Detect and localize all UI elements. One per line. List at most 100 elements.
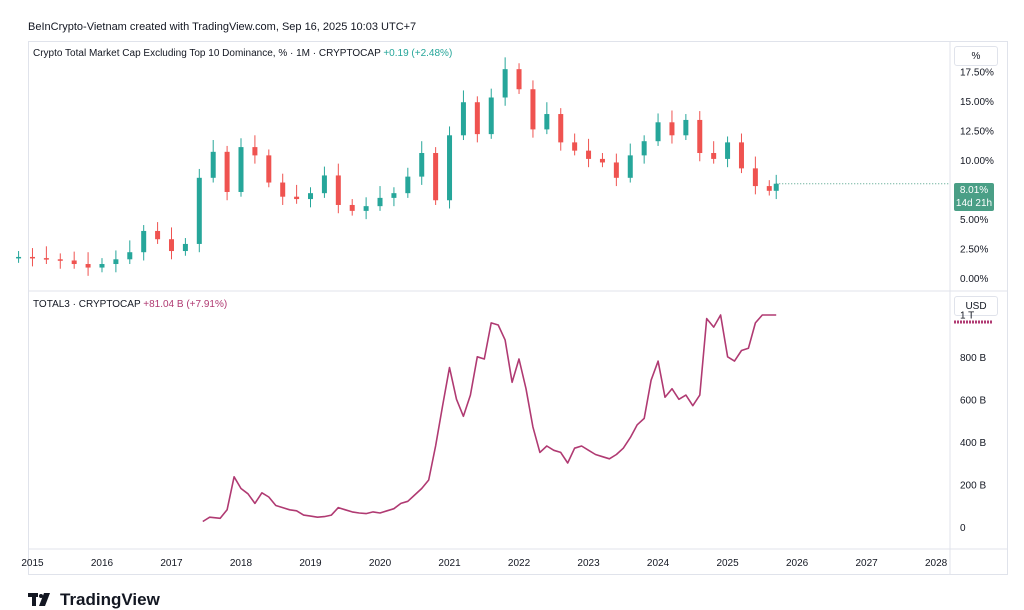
x-tick-label: 2017: [160, 558, 183, 569]
bar-countdown: 14d 21h: [955, 198, 993, 209]
candle-body: [405, 176, 411, 194]
lower-y-tick-label: 600 B: [960, 395, 986, 406]
candle-body: [502, 69, 508, 98]
x-tick-label: 2028: [925, 558, 948, 569]
lower-pane-title: TOTAL3 · CRYPTOCAP: [33, 299, 141, 310]
candle-body: [530, 89, 536, 130]
x-tick-label: 2020: [369, 558, 392, 569]
candle-body: [613, 162, 619, 178]
candle-body: [280, 182, 286, 197]
candle-body: [224, 151, 230, 192]
candle-body: [99, 264, 105, 268]
candle-body: [683, 119, 689, 136]
candle-body: [335, 175, 341, 205]
x-tick-label: 2025: [716, 558, 739, 569]
upper-y-tick-label: 10.00%: [960, 156, 994, 167]
candle-body: [196, 177, 202, 244]
upper-y-tick-label: 2.50%: [960, 245, 988, 256]
last-price-value: 8.01%: [959, 185, 989, 196]
candle-body: [572, 142, 578, 151]
candle-body: [252, 147, 258, 156]
candle-body: [725, 142, 731, 159]
candle-body: [655, 122, 661, 142]
x-tick-label: 2021: [438, 558, 461, 569]
lower-y-tick-label: 1 T: [960, 310, 974, 321]
candle-body: [669, 122, 675, 136]
candle-body: [419, 153, 425, 177]
upper-y-tick-label: 12.50%: [960, 127, 994, 138]
candle-body: [16, 256, 22, 259]
candle-body: [586, 150, 592, 159]
candle-body: [182, 243, 188, 252]
candle-body: [641, 141, 647, 156]
candle-body: [460, 102, 466, 136]
candle-body: [85, 264, 91, 268]
chart-attribution: BeInCrypto-Vietnam created with TradingV…: [28, 21, 417, 33]
upper-y-tick-label: 5.00%: [960, 215, 988, 226]
percent-scale-button[interactable]: %: [954, 46, 998, 66]
candle-body: [363, 206, 369, 211]
candle-body: [711, 153, 717, 159]
candle-body: [127, 252, 133, 260]
candle-body: [308, 193, 314, 200]
candle-body: [697, 119, 703, 154]
upper-y-tick-label: 17.50%: [960, 68, 994, 79]
x-tick-label: 2022: [508, 558, 531, 569]
lower-pane-legend[interactable]: TOTAL3 · CRYPTOCAP +81.04 B (+7.91%): [33, 299, 227, 310]
candle-body: [488, 97, 494, 135]
candle-body: [113, 259, 119, 265]
lower-pane-change: +81.04 B (+7.91%): [143, 299, 228, 310]
candle-body: [377, 197, 383, 207]
candle-body: [238, 147, 244, 192]
lower-y-tick-label: 400 B: [960, 438, 986, 449]
candle-body: [544, 114, 550, 130]
candle-body: [155, 230, 161, 240]
candle-body: [294, 196, 300, 200]
candle-body: [766, 186, 772, 191]
chart-frame: [28, 41, 1008, 575]
tradingview-watermark[interactable]: TradingView: [28, 590, 160, 610]
candle-body: [558, 114, 564, 143]
x-tick-label: 2015: [21, 558, 44, 569]
tradingview-wordmark: TradingView: [60, 590, 160, 609]
lower-y-tick-label: 800 B: [960, 353, 986, 364]
tradingview-logo-icon: [28, 593, 50, 606]
upper-pane-title: Crypto Total Market Cap Excluding Top 10…: [33, 48, 381, 59]
candle-body: [266, 155, 272, 183]
candle-body: [29, 256, 35, 259]
upper-pane-change: +0.19 (+2.48%): [383, 48, 453, 59]
candle-body: [773, 183, 779, 191]
candle-body: [474, 102, 480, 135]
candles-group: [16, 57, 950, 276]
candle-body: [43, 258, 49, 260]
candle-body: [599, 158, 605, 163]
last-price-tag: 8.01% 14d 21h: [954, 183, 994, 211]
total3-line: [202, 314, 777, 523]
x-tick-label: 2016: [91, 558, 114, 569]
candle-body: [141, 230, 147, 253]
candle-body: [627, 155, 633, 178]
lower-y-tick-label: 200 B: [960, 480, 986, 491]
upper-y-tick-label: 15.00%: [960, 97, 994, 108]
candle-body: [210, 151, 216, 178]
x-tick-label: 2019: [299, 558, 322, 569]
usd-scale-button[interactable]: USD: [954, 296, 998, 316]
candle-body: [738, 142, 744, 169]
candle-body: [752, 168, 758, 187]
candle-body: [168, 239, 174, 252]
x-tick-label: 2023: [577, 558, 600, 569]
upper-y-tick-label: 0.00%: [960, 274, 988, 285]
x-tick-label: 2026: [786, 558, 809, 569]
candle-body: [391, 193, 397, 198]
lower-y-tick-label: 0: [960, 523, 966, 534]
candle-body: [447, 135, 453, 201]
upper-pane-legend[interactable]: Crypto Total Market Cap Excluding Top 10…: [33, 48, 452, 59]
candle-body: [57, 259, 63, 261]
x-tick-label: 2027: [855, 558, 878, 569]
candle-body: [516, 69, 522, 90]
candle-body: [433, 153, 439, 201]
candle-body: [349, 204, 355, 211]
candle-body: [71, 260, 77, 265]
x-tick-label: 2018: [230, 558, 253, 569]
